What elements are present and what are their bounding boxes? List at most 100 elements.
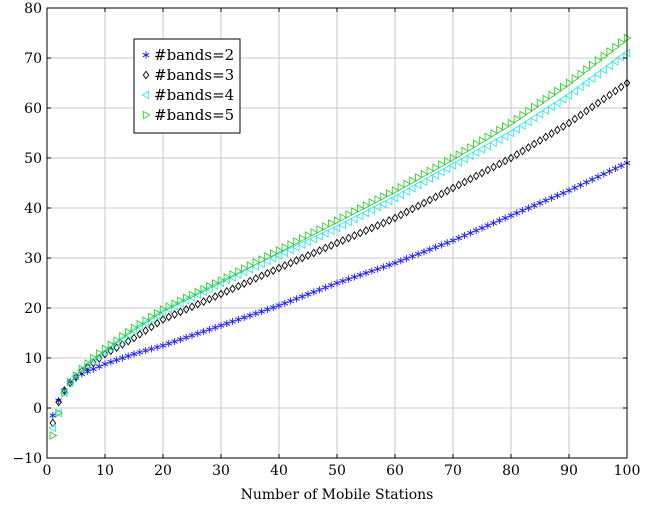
data-point <box>269 266 277 275</box>
data-point <box>473 139 481 149</box>
data-point <box>136 329 144 339</box>
data-point <box>338 220 346 230</box>
data-point <box>287 240 296 249</box>
data-point <box>513 209 521 217</box>
data-point <box>588 102 596 112</box>
data-point <box>228 273 236 282</box>
data-point <box>171 299 180 309</box>
data-point <box>612 86 619 96</box>
data-point <box>158 307 167 317</box>
data-point <box>443 186 451 196</box>
data-point <box>241 264 249 273</box>
data-point <box>316 286 323 294</box>
data-point <box>617 82 625 92</box>
data-point <box>384 196 393 206</box>
data-point <box>235 281 242 291</box>
data-point <box>548 90 557 100</box>
series-layer <box>48 33 632 440</box>
data-point <box>577 181 584 189</box>
data-point <box>587 74 596 83</box>
data-point <box>478 136 487 145</box>
data-point <box>362 201 371 210</box>
data-point <box>403 179 412 189</box>
data-point <box>136 319 145 329</box>
data-point <box>124 352 132 360</box>
data-point <box>258 255 267 264</box>
data-point <box>339 236 347 245</box>
data-point <box>298 292 306 301</box>
data-point <box>200 297 207 307</box>
data-point <box>525 143 532 152</box>
data-point <box>223 273 232 282</box>
data-point <box>106 343 114 353</box>
data-point <box>490 162 497 172</box>
data-point <box>558 94 567 104</box>
data-point <box>420 169 429 179</box>
data-point <box>328 219 336 228</box>
data-point <box>142 347 149 355</box>
data-point <box>293 295 300 303</box>
data-point <box>78 364 87 374</box>
data-point <box>426 166 435 176</box>
data-point <box>181 296 190 305</box>
legend-entry: #bands=2 <box>154 46 234 64</box>
data-point <box>500 131 509 141</box>
data-point <box>113 356 120 364</box>
data-point <box>182 333 190 342</box>
data-point <box>496 159 503 169</box>
data-point <box>413 180 422 190</box>
data-point <box>519 206 526 215</box>
data-point <box>61 386 68 395</box>
data-point <box>287 258 294 268</box>
data-point <box>142 316 151 325</box>
data-point <box>467 229 474 237</box>
data-point <box>117 334 126 344</box>
y-tick-label: 0 <box>33 401 42 417</box>
data-point <box>258 271 265 281</box>
data-point <box>159 341 167 350</box>
y-tick-label: 50 <box>24 151 42 167</box>
series-2 <box>49 78 631 428</box>
data-point <box>432 163 441 173</box>
data-point <box>188 290 197 300</box>
data-point <box>559 189 567 197</box>
data-point <box>177 335 184 344</box>
data-point <box>554 191 561 200</box>
data-point <box>409 252 416 260</box>
data-point <box>293 256 300 265</box>
data-point <box>589 60 597 70</box>
data-point <box>496 216 503 225</box>
data-point <box>519 110 528 120</box>
data-point <box>583 106 590 116</box>
data-point <box>264 305 271 314</box>
data-point <box>380 192 388 201</box>
data-point <box>600 51 609 61</box>
data-point <box>455 180 463 190</box>
data-point <box>536 98 545 108</box>
data-point <box>472 226 480 235</box>
data-point <box>246 311 254 320</box>
data-point <box>374 195 383 204</box>
data-point <box>600 94 608 104</box>
data-point <box>471 148 480 157</box>
data-point <box>351 207 359 216</box>
data-point <box>293 237 301 246</box>
y-tick-label: 40 <box>24 201 42 217</box>
data-point <box>188 331 196 340</box>
data-point <box>535 109 544 119</box>
data-point <box>194 329 202 338</box>
data-point <box>148 312 156 322</box>
data-point <box>199 287 207 297</box>
x-tick-label: 60 <box>386 463 404 479</box>
data-point <box>525 106 533 116</box>
data-point <box>345 233 352 243</box>
data-point <box>547 102 555 112</box>
data-point <box>443 239 451 247</box>
data-point <box>478 224 486 232</box>
data-point <box>385 261 393 269</box>
data-point <box>583 178 590 186</box>
data-point <box>588 175 596 184</box>
data-point <box>194 299 202 309</box>
legend-entry: #bands=3 <box>154 66 234 84</box>
data-point <box>148 322 155 332</box>
